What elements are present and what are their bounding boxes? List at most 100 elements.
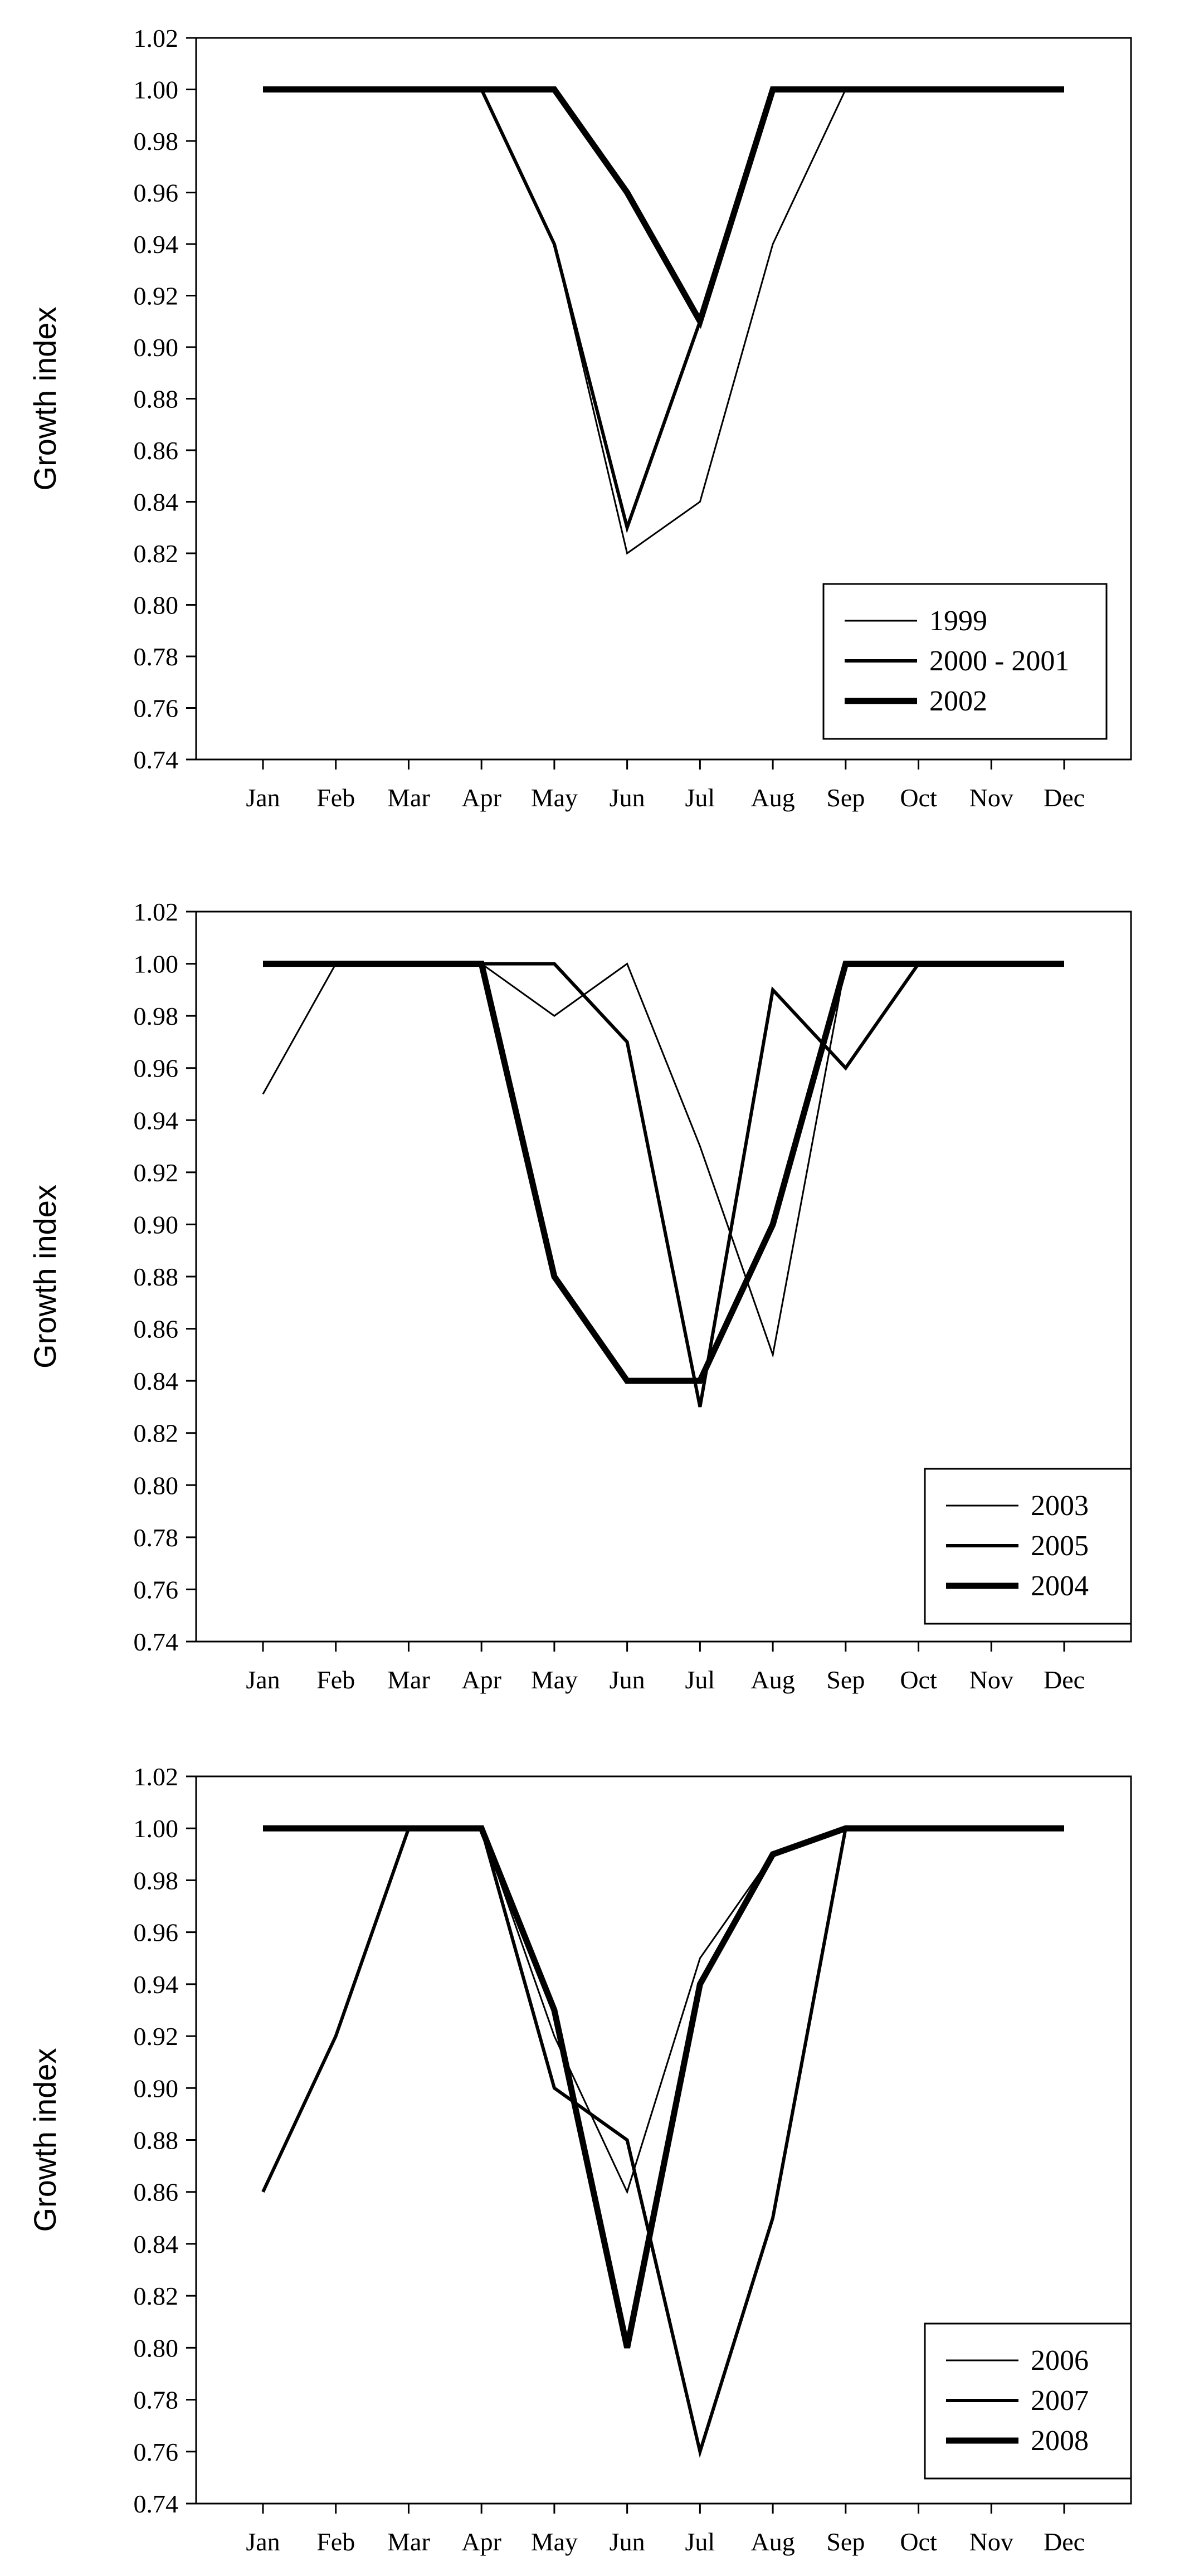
y-tick-label: 0.90: [134, 2074, 179, 2102]
y-tick-label: 0.78: [134, 642, 179, 671]
x-tick-label: Jul: [685, 1666, 715, 1694]
legend-label: 1999: [929, 605, 987, 637]
y-axis-title: Growth index: [27, 2048, 62, 2232]
y-tick-label: 1.02: [134, 24, 179, 52]
x-tick-label: Oct: [900, 783, 937, 812]
legend-label: 2004: [1031, 1570, 1089, 1602]
x-tick-label: Aug: [750, 2528, 794, 2556]
series-line: [263, 961, 1064, 1384]
series-line: [263, 1825, 1064, 2349]
x-tick-label: Feb: [316, 783, 355, 812]
y-tick-label: 0.80: [134, 1471, 179, 1499]
legend: 2006 2007 2008: [924, 2322, 1132, 2480]
series-line: [263, 1827, 1064, 2194]
x-tick-label: Mar: [387, 783, 430, 812]
y-tick-label: 0.90: [134, 1210, 179, 1239]
y-tick-label: 0.82: [134, 539, 179, 568]
y-axis-title: Growth index: [27, 1185, 62, 1369]
x-tick-label: Sep: [826, 783, 865, 812]
x-tick-label: Jan: [246, 783, 280, 812]
x-tick-label: May: [531, 2528, 578, 2556]
x-tick-label: Apr: [461, 1666, 501, 1694]
y-tick-label: 0.80: [134, 591, 179, 620]
y-tick-label: 0.76: [134, 2438, 179, 2466]
legend-label: 2006: [1031, 2345, 1089, 2377]
x-tick-label: Jan: [246, 2528, 280, 2556]
legend-label: 2008: [1031, 2425, 1089, 2457]
y-tick-label: 0.76: [134, 1575, 179, 1604]
series-line: [263, 86, 1064, 329]
y-tick-label: 0.92: [134, 282, 179, 310]
x-tick-label: Aug: [750, 1666, 794, 1694]
y-tick-label: 1.02: [134, 1762, 179, 1791]
y-tick-label: 0.98: [134, 127, 179, 155]
x-tick-label: Sep: [826, 2528, 865, 2556]
y-tick-label: 1.02: [134, 898, 179, 926]
y-tick-label: 0.86: [134, 436, 179, 465]
legend-label: 2005: [1031, 1530, 1089, 1562]
y-tick-label: 0.92: [134, 2022, 179, 2051]
y-tick-label: 0.92: [134, 1158, 179, 1187]
y-tick-label: 0.74: [134, 1628, 179, 1656]
x-tick-label: Mar: [387, 2528, 430, 2556]
y-tick-label: 0.96: [134, 179, 179, 207]
x-tick-label: Jan: [246, 1666, 280, 1694]
y-tick-label: 0.82: [134, 1419, 179, 1448]
y-tick-label: 0.88: [134, 385, 179, 413]
y-tick-label: 1.00: [134, 950, 179, 978]
x-tick-label: May: [531, 783, 578, 812]
x-tick-label: Nov: [969, 783, 1013, 812]
series-line: [263, 962, 1064, 1408]
x-tick-label: Feb: [316, 1666, 355, 1694]
y-tick-label: 0.94: [134, 1970, 179, 1999]
x-tick-label: Jun: [610, 1666, 645, 1694]
x-tick-label: Apr: [461, 783, 501, 812]
series-line: [263, 87, 1064, 534]
y-tick-label: 0.96: [134, 1918, 179, 1947]
y-tick-label: 0.86: [134, 2178, 179, 2207]
x-tick-label: Mar: [387, 1666, 430, 1694]
chart-panel: 0.74 0.76 0.78 0.80 0.82 0.84 0.86 0.88 0.90 0.92…: [27, 24, 1132, 812]
y-tick-label: 0.84: [134, 488, 179, 517]
x-tick-label: Feb: [316, 2528, 355, 2556]
y-tick-label: 0.88: [134, 1263, 179, 1291]
x-tick-label: Jul: [685, 783, 715, 812]
x-tick-label: Aug: [750, 783, 794, 812]
legend: 1999 2000 - 2001 2002: [822, 583, 1108, 740]
y-tick-label: 0.98: [134, 1866, 179, 1895]
y-tick-label: 0.94: [134, 230, 179, 259]
y-tick-label: 1.00: [134, 76, 179, 104]
y-tick-label: 0.94: [134, 1106, 179, 1134]
legend-label: 2007: [1031, 2385, 1089, 2417]
x-tick-label: Oct: [900, 1666, 937, 1694]
y-tick-label: 0.78: [134, 1523, 179, 1552]
legend-label: 2000 - 2001: [929, 645, 1069, 677]
x-tick-label: Nov: [969, 2528, 1013, 2556]
y-tick-label: 0.98: [134, 1002, 179, 1030]
y-tick-label: 0.96: [134, 1054, 179, 1083]
x-tick-label: May: [531, 1666, 578, 1694]
series-line: [263, 89, 1064, 555]
x-tick-label: Dec: [1044, 783, 1085, 812]
y-tick-label: 0.74: [134, 2490, 179, 2518]
x-tick-label: Dec: [1044, 1666, 1085, 1694]
x-tick-label: Oct: [900, 2528, 937, 2556]
x-tick-label: Sep: [826, 1666, 865, 1694]
y-tick-label: 0.84: [134, 2230, 179, 2258]
y-tick-label: 0.76: [134, 694, 179, 723]
chart-panel: 0.74 0.76 0.78 0.80 0.82 0.84 0.86 0.88 0.90 0.92…: [27, 1762, 1132, 2556]
y-tick-label: 0.82: [134, 2282, 179, 2310]
legend-label: 2002: [929, 685, 987, 717]
y-tick-label: 0.88: [134, 2126, 179, 2155]
y-tick-label: 0.84: [134, 1367, 179, 1395]
legend: 2003 2005 2004: [924, 1468, 1132, 1625]
y-tick-label: 0.90: [134, 333, 179, 362]
y-tick-label: 0.78: [134, 2386, 179, 2414]
chart-panel: 0.74 0.76 0.78 0.80 0.82 0.84 0.86 0.88 0.90 0.92…: [27, 898, 1132, 1694]
x-tick-label: Nov: [969, 1666, 1013, 1694]
y-tick-label: 0.80: [134, 2334, 179, 2362]
x-tick-label: Jun: [610, 2528, 645, 2556]
x-tick-label: Jul: [685, 2528, 715, 2556]
legend-label: 2003: [1031, 1490, 1089, 1522]
